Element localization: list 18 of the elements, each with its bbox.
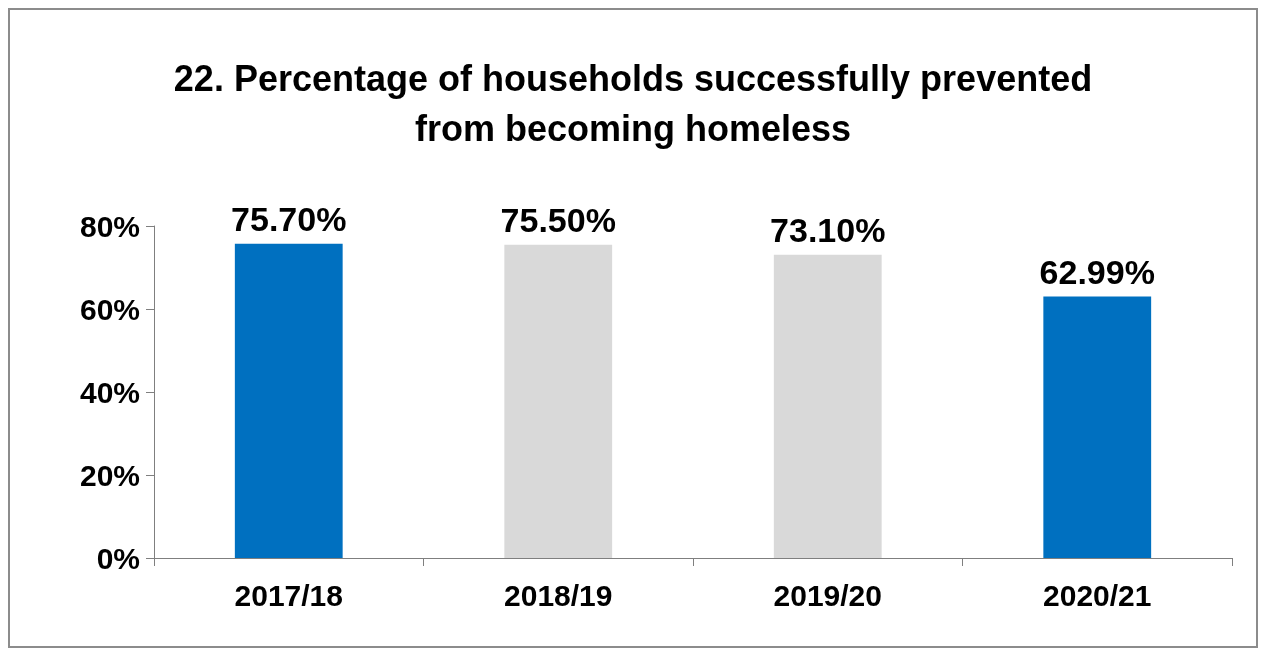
data-label: 75.50% — [500, 200, 616, 239]
x-tick-label: 2017/18 — [234, 578, 343, 612]
chart-title: 22. Percentage of households successfully prevented from becoming homeless — [173, 57, 1093, 149]
x-tick-label: 2018/19 — [504, 578, 613, 612]
bar — [1043, 296, 1152, 558]
bar — [773, 254, 882, 558]
x-tick-label: 2020/21 — [1043, 578, 1152, 612]
bar — [504, 244, 613, 558]
data-label: 62.99% — [1039, 252, 1155, 291]
y-tick-label: 0% — [96, 541, 140, 575]
data-label: 73.10% — [770, 210, 886, 249]
y-tick-label: 60% — [79, 292, 140, 326]
bar — [234, 243, 343, 558]
data-label: 75.70% — [231, 199, 347, 238]
x-tick-label: 2019/20 — [773, 578, 882, 612]
y-tick-label: 20% — [79, 458, 140, 492]
y-tick-label: 80% — [79, 209, 140, 243]
y-tick-label: 40% — [79, 375, 140, 409]
